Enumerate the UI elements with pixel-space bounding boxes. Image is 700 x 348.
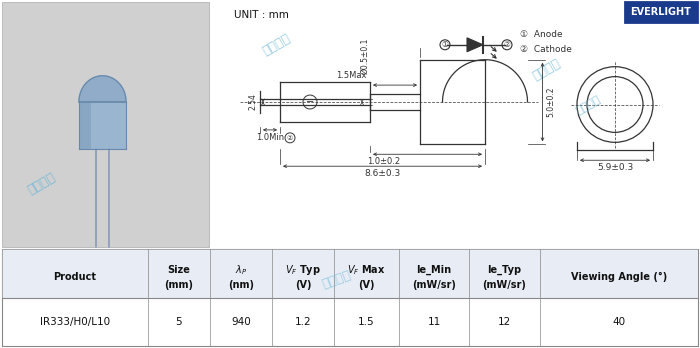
Text: $\lambda_P$: $\lambda_P$ [235,263,247,277]
Text: IR333/H0/L10: IR333/H0/L10 [40,317,110,327]
Text: 940: 940 [231,317,251,327]
Bar [2,249,698,298]
Bar [2,2,209,247]
Text: 8.6±0.3: 8.6±0.3 [365,169,400,178]
Text: ②  Cathode: ② Cathode [520,45,572,54]
Text: 1.2: 1.2 [295,317,312,327]
Text: (V): (V) [358,280,375,291]
Text: Ie_Min: Ie_Min [416,265,452,275]
Text: 5.0±0.2: 5.0±0.2 [547,87,556,117]
Text: $V_F$ Typ: $V_F$ Typ [285,263,321,277]
Text: 11: 11 [428,317,440,327]
Text: 5.9±0.3: 5.9±0.3 [597,163,633,172]
Text: Viewing Angle (°): Viewing Angle (°) [571,272,667,282]
Text: 1.5Max: 1.5Max [337,71,367,80]
Text: $V_F$ Max: $V_F$ Max [347,263,386,277]
Text: ①  Anode: ① Anode [520,30,563,39]
Text: UNIT : mm: UNIT : mm [234,10,289,20]
Text: (nm): (nm) [228,280,254,291]
Text: 超毅电子: 超毅电子 [320,268,353,291]
Text: 超毅电子: 超毅电子 [575,95,603,117]
Text: (mW/sr): (mW/sr) [412,280,456,291]
Text: 1.0Min: 1.0Min [256,133,284,142]
Text: 2.54: 2.54 [249,94,258,110]
Text: ②: ② [503,40,510,49]
Bar [79,102,91,149]
Text: (mm): (mm) [164,280,193,291]
Text: 1.5: 1.5 [358,317,375,327]
Text: EVERLIGHT: EVERLIGHT [631,7,692,17]
Text: ①: ① [442,40,449,49]
Text: 超毅电子: 超毅电子 [530,56,563,82]
Text: Size: Size [167,265,190,275]
Text: −: − [306,97,314,107]
Text: Ie_Typ: Ie_Typ [487,265,522,275]
Polygon shape [467,38,483,52]
Text: 1.0±0.2: 1.0±0.2 [367,157,400,166]
Polygon shape [79,76,126,102]
Text: 12: 12 [498,317,511,327]
Text: (V): (V) [295,280,312,291]
Text: 超毅电子: 超毅电子 [260,31,293,58]
Text: Product: Product [53,272,97,282]
Text: 超毅电子: 超毅电子 [25,171,57,197]
Polygon shape [79,76,126,102]
Bar [625,2,697,22]
Text: ②: ② [287,135,293,141]
Bar [79,102,126,149]
Text: 5: 5 [176,317,182,327]
Text: (mW/sr): (mW/sr) [482,280,526,291]
Text: 40: 40 [612,317,626,327]
Text: Ø0.5±0.1: Ø0.5±0.1 [360,38,370,74]
